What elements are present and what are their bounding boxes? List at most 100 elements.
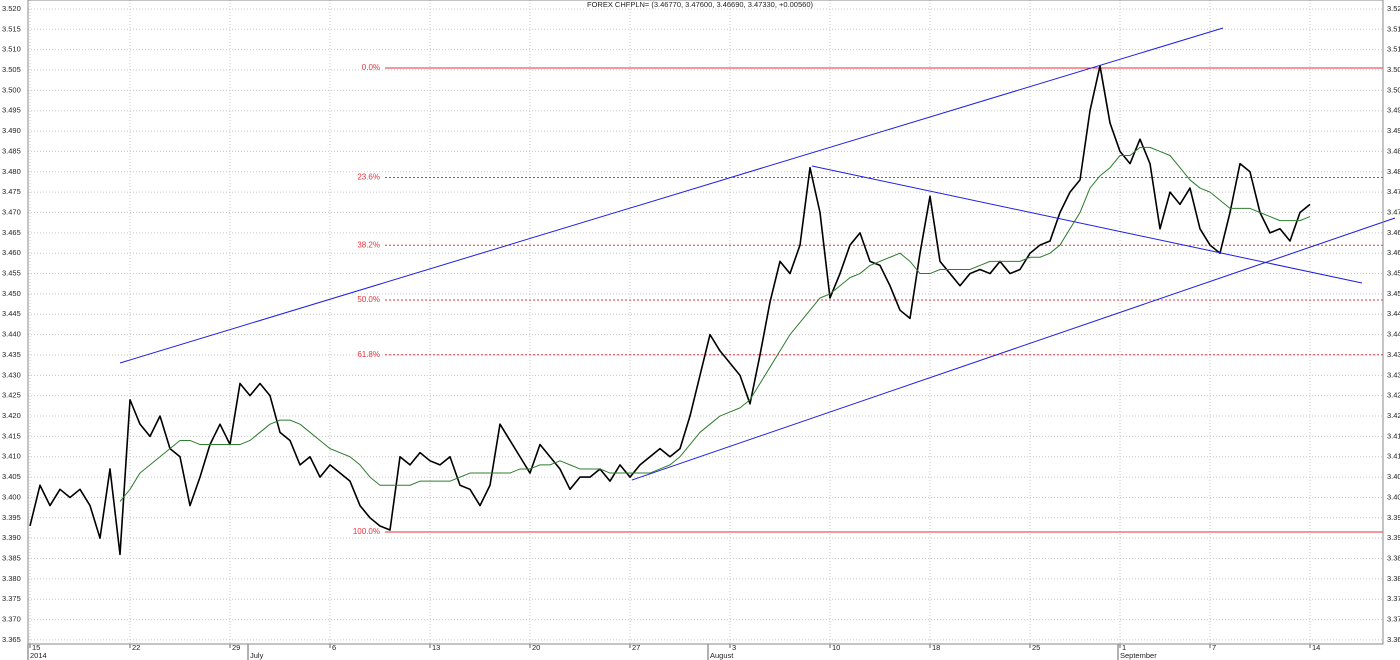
y-tick-label: 3.425 [1387,391,1400,400]
x-tick-label: 29 [232,643,240,652]
group-label: July [250,651,264,660]
y-tick-label: 3.400 [2,492,21,501]
y-tick-label: 3.480 [1387,167,1400,176]
y-tick-label: 3.370 [2,615,21,624]
y-tick-label: 3.405 [2,472,21,481]
channel-upper [119,27,1224,364]
y-tick-label: 3.390 [2,533,21,542]
y-tick-label: 3.465 [2,228,21,237]
y-tick-label: 3.410 [1387,452,1400,461]
y-tick-label: 3.385 [1387,553,1400,562]
y-tick-label: 3.400 [1387,492,1400,501]
series-line [29,65,1311,556]
x-tick-label: 7 [1212,643,1216,652]
y-tick-label: 3.440 [2,330,21,339]
y-tick-label: 3.500 [2,85,21,94]
y-tick-label: 3.470 [1387,207,1400,216]
y-tick-label: 3.520 [1387,4,1400,13]
y-tick-label: 3.475 [1387,187,1400,196]
y-tick-label: 3.450 [2,289,21,298]
plot-frame [27,0,1384,645]
y-tick-label: 3.455 [1387,269,1400,278]
x-tick-label: 15 [32,643,40,652]
y-tick-label: 3.510 [2,45,21,54]
y-tick-label: 3.460 [2,248,21,257]
y-tick-label: 3.405 [1387,472,1400,481]
y-tick-label: 3.520 [2,4,21,13]
y-tick-label: 3.390 [1387,533,1400,542]
y-tick-label: 3.385 [2,553,21,562]
x-tick-label: 18 [932,643,940,652]
x-tick-label: 3 [732,643,736,652]
y-tick-label: 3.435 [1387,350,1400,359]
y-tick-label: 3.425 [2,391,21,400]
y-tick-label: 3.380 [2,574,21,583]
trend-line [811,165,1363,284]
trend-lines [119,27,1396,481]
y-tick-label: 3.420 [1387,411,1400,420]
fibonacci-label: 23.6% [357,173,380,182]
y-tick-label: 3.480 [2,167,21,176]
fibonacci-label: 61.8% [357,350,380,359]
x-tick-label: 6 [332,643,336,652]
y-tick-label: 3.375 [2,594,21,603]
channel-lower [631,217,1396,481]
group-label: 2014 [30,651,47,660]
y-tick-label: 3.410 [2,452,21,461]
fibonacci-label: 0.0% [362,63,380,72]
y-tick-label: 3.515 [1387,24,1400,33]
y-tick-label: 3.500 [1387,85,1400,94]
fibonacci-label: 38.2% [357,240,380,249]
y-tick-label: 3.460 [1387,248,1400,257]
x-tick-label: 10 [832,643,840,652]
y-tick-label: 3.415 [2,431,21,440]
y-tick-label: 3.365 [1387,635,1400,644]
y-tick-label: 3.395 [2,513,21,522]
y-tick-label: 3.485 [2,146,21,155]
y-tick-label: 3.430 [2,370,21,379]
y-tick-label: 3.485 [1387,146,1400,155]
y-tick-label: 3.420 [2,411,21,420]
y-tick-label: 3.430 [1387,370,1400,379]
y-tick-label: 3.375 [1387,594,1400,603]
x-tick-label: 13 [432,643,440,652]
y-tick-label: 3.510 [1387,45,1400,54]
y-tick-label: 3.365 [2,635,21,644]
y-tick-label: 3.450 [1387,289,1400,298]
y-tick-label: 3.505 [1387,65,1400,74]
x-tick-label: 14 [1312,643,1320,652]
y-tick-label: 3.490 [1387,126,1400,135]
y-tick-label: 3.370 [1387,615,1400,624]
y-tick-label: 3.380 [1387,574,1400,583]
y-tick-label: 3.440 [1387,330,1400,339]
fibonacci-label: 100.0% [353,527,380,536]
y-tick-label: 3.475 [2,187,21,196]
series-line [119,146,1311,502]
marks: 0.0% 23.6% 38.2% 50.0% 61.8% 100.0% [29,63,1383,556]
y-tick-label: 3.495 [2,106,21,115]
y-tick-label: 3.445 [2,309,21,318]
y-tick-label: 3.465 [1387,228,1400,237]
y-tick-label: 3.470 [2,207,21,216]
y-tick-label: 3.515 [2,24,21,33]
y-tick-label: 3.445 [1387,309,1400,318]
x-tick-label: 20 [532,643,540,652]
y-tick-label: 3.495 [1387,106,1400,115]
y-tick-label: 3.455 [2,269,21,278]
y-tick-label: 3.395 [1387,513,1400,522]
fibonacci-label: 50.0% [357,295,380,304]
x-tick-label: 27 [632,643,640,652]
y-tick-label: 3.490 [2,126,21,135]
y-tick-label: 3.415 [1387,431,1400,440]
group-label: September [1120,651,1157,660]
y-tick-label: 3.435 [2,350,21,359]
x-tick-label: 22 [132,643,140,652]
chart-title: FOREX CHFPLN= (3.46770, 3.47600, 3.46690… [587,0,813,9]
x-tick-label: 25 [1032,643,1040,652]
x-tick-label: 1 [1122,643,1126,652]
group-label: August [710,651,734,660]
y-tick-label: 3.505 [2,65,21,74]
